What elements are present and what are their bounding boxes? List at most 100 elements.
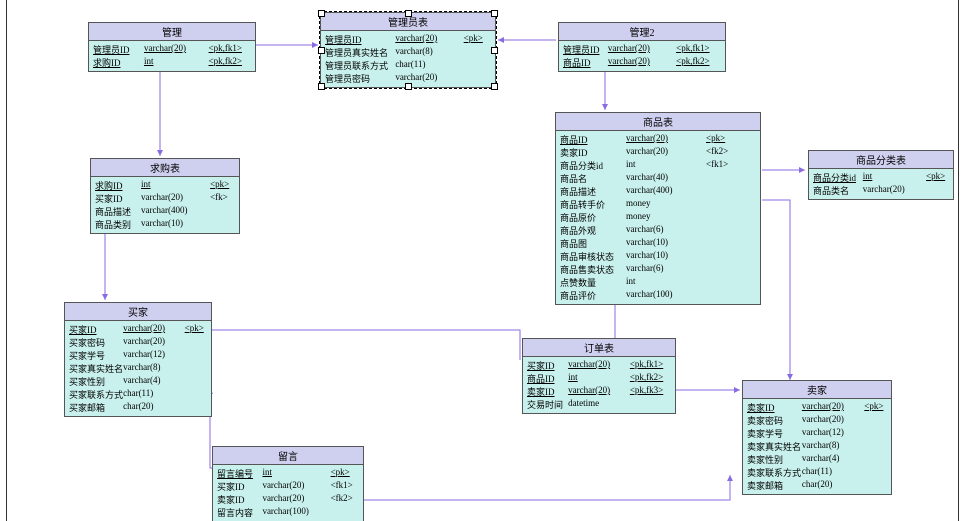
col-key: <pk> — [864, 401, 887, 414]
col-key — [706, 276, 740, 289]
col-type: char(20) — [802, 479, 864, 492]
entity-订单表[interactable]: 订单表买家IDvarchar(20)<pk,fk1>商品IDint<pk,fk2… — [522, 338, 676, 414]
entity-买家[interactable]: 买家买家IDvarchar(20)<pk>买家密码varchar(20)买家学号… — [64, 302, 212, 417]
col-type: varchar(10) — [141, 218, 210, 231]
col-name: 卖家性别 — [747, 453, 802, 466]
column-row: 商品转手价money — [560, 198, 756, 211]
col-type: varchar(400) — [141, 205, 210, 218]
col-name: 商品原价 — [560, 211, 626, 224]
entity-title: 商品分类表 — [809, 151, 953, 169]
column-row: 求购IDint<pk> — [95, 179, 235, 192]
col-name: 卖家邮箱 — [747, 479, 802, 492]
col-name: 卖家联系方式 — [747, 466, 802, 479]
col-key — [706, 185, 740, 198]
col-key — [185, 388, 207, 401]
col-name: 商品类名 — [813, 184, 863, 197]
entity-body: 商品分类idint<pk>商品类名varchar(20) — [809, 169, 953, 199]
column-row: 买家邮箱char(20) — [69, 401, 207, 414]
column-row: 管理员IDvarchar(20)<pk,fk1> — [563, 43, 721, 56]
column-row: 买家IDvarchar(20)<pk> — [69, 323, 207, 336]
col-type: varchar(20) — [863, 184, 926, 197]
col-name: 卖家真实姓名 — [747, 440, 802, 453]
col-type: varchar(20) — [395, 33, 463, 46]
col-type: varchar(20) — [123, 323, 185, 336]
col-name: 商品ID — [560, 133, 626, 146]
col-key — [210, 218, 235, 231]
entity-title: 商品表 — [556, 113, 760, 131]
col-type: varchar(10) — [626, 250, 706, 263]
col-key — [706, 289, 740, 302]
column-row: 卖家IDvarchar(20)<pk,fk3> — [527, 385, 671, 398]
col-name: 商品ID — [563, 56, 608, 69]
col-type: varchar(400) — [626, 185, 706, 198]
entity-卖家[interactable]: 卖家卖家IDvarchar(20)<pk>卖家密码varchar(20)卖家学号… — [742, 380, 892, 495]
col-type: varchar(20) — [568, 385, 630, 398]
col-key — [185, 349, 207, 362]
col-type: varchar(100) — [262, 506, 330, 519]
col-type: varchar(100) — [626, 289, 706, 302]
col-type: char(11) — [395, 59, 463, 72]
col-name: 买家性别 — [69, 375, 123, 388]
column-row: 卖家IDvarchar(20)<fk2> — [217, 493, 359, 506]
col-name: 商品类别 — [95, 218, 141, 231]
col-key: <pk> — [210, 179, 235, 192]
col-key: <fk2> — [331, 493, 359, 506]
entity-商品分类表[interactable]: 商品分类表商品分类idint<pk>商品类名varchar(20) — [808, 150, 954, 200]
col-key: <pk,fk1> — [209, 43, 251, 56]
col-key — [864, 427, 887, 440]
col-key: <fk1> — [331, 480, 359, 493]
entity-body: 管理员IDvarchar(20)<pk,fk1>商品IDvarchar(20)<… — [559, 41, 725, 71]
col-type: money — [626, 198, 706, 211]
column-row: 商品IDint<pk,fk2> — [527, 372, 671, 385]
col-type: money — [626, 211, 706, 224]
column-row: 商品类别varchar(10) — [95, 218, 235, 231]
column-row: 买家密码varchar(20) — [69, 336, 207, 349]
column-row: 商品评价varchar(100) — [560, 289, 756, 302]
column-row: 买家学号varchar(12) — [69, 349, 207, 362]
col-key — [331, 506, 359, 519]
col-type: varchar(20) — [262, 480, 330, 493]
column-row: 卖家IDvarchar(20)<fk2> — [560, 146, 756, 159]
col-type: char(11) — [123, 388, 185, 401]
entity-留言[interactable]: 留言留言编号int<pk>买家IDvarchar(20)<fk1>卖家IDvar… — [212, 446, 364, 521]
col-type: varchar(8) — [395, 46, 463, 59]
col-name: 商品外观 — [560, 224, 626, 237]
col-key: <pk> — [185, 323, 207, 336]
entity-body: 商品IDvarchar(20)<pk>卖家IDvarchar(20)<fk2>商… — [556, 131, 760, 304]
entity-title: 管理2 — [559, 23, 725, 41]
col-key — [706, 211, 740, 224]
col-type: varchar(20) — [802, 401, 864, 414]
col-key: <pk,fk1> — [676, 43, 721, 56]
column-row: 商品分类idint<fk1> — [560, 159, 756, 172]
col-name: 交易时间 — [527, 398, 568, 411]
entity-管理2[interactable]: 管理2管理员IDvarchar(20)<pk,fk1>商品IDvarchar(2… — [558, 22, 726, 72]
col-type: varchar(20) — [141, 192, 210, 205]
col-key: <pk,fk3> — [630, 385, 671, 398]
col-key: <pk> — [926, 171, 949, 184]
col-key: <fk2> — [706, 146, 740, 159]
erd-canvas[interactable]: 管理管理员IDvarchar(20)<pk,fk1>求购IDint<pk,fk2… — [0, 0, 964, 521]
col-key: <pk> — [464, 33, 491, 46]
column-row: 商品描述varchar(400) — [560, 185, 756, 198]
column-row: 买家联系方式char(11) — [69, 388, 207, 401]
col-key: <pk,fk1> — [630, 359, 671, 372]
col-type: varchar(20) — [802, 414, 864, 427]
entity-商品表[interactable]: 商品表商品IDvarchar(20)<pk>卖家IDvarchar(20)<fk… — [555, 112, 761, 305]
col-key — [864, 440, 887, 453]
column-row: 商品描述varchar(400) — [95, 205, 235, 218]
column-row: 卖家邮箱char(20) — [747, 479, 887, 492]
col-name: 买家密码 — [69, 336, 123, 349]
column-row: 卖家真实姓名varchar(8) — [747, 440, 887, 453]
col-type: varchar(20) — [608, 56, 676, 69]
col-key — [864, 453, 887, 466]
col-key: <pk> — [706, 133, 740, 146]
entity-body: 管理员IDvarchar(20)<pk,fk1>求购IDint<pk,fk2> — [89, 41, 255, 71]
entity-管理员表[interactable]: 管理员表 管理员IDvarchar(20)<pk>管理员真实姓名varchar(… — [320, 12, 496, 88]
col-key: <pk> — [331, 467, 359, 480]
column-row: 商品外观varchar(6) — [560, 224, 756, 237]
entity-求购表[interactable]: 求购表求购IDint<pk>买家IDvarchar(20)<fk>商品描述var… — [90, 158, 240, 234]
column-row: 交易时间datetime — [527, 398, 671, 411]
entity-管理[interactable]: 管理管理员IDvarchar(20)<pk,fk1>求购IDint<pk,fk2… — [88, 22, 256, 72]
column-row: 商品类名varchar(20) — [813, 184, 949, 197]
column-row: 商品名varchar(40) — [560, 172, 756, 185]
